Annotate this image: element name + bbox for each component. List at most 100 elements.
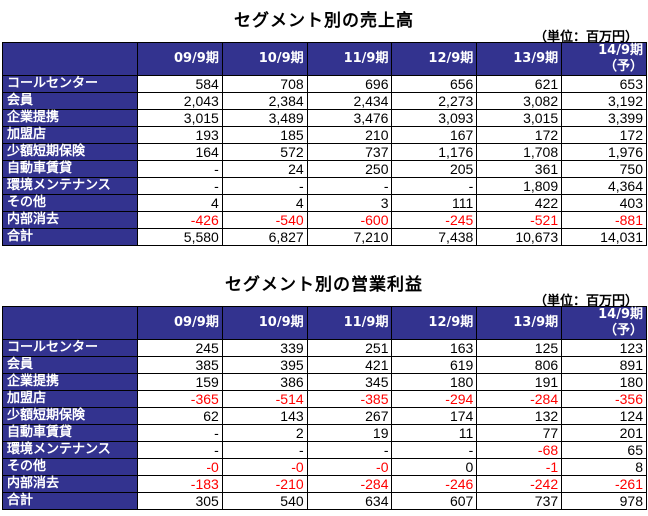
column-header: 13/9期: [476, 306, 563, 340]
row-label: その他: [2, 458, 138, 476]
row-label: 自動車賃貸: [2, 424, 138, 442]
value-cell: -426: [137, 211, 223, 229]
value-cell: 4,364: [561, 177, 647, 195]
value-cell: 6,827: [221, 228, 308, 246]
profit-title: セグメント別の営業利益: [225, 275, 423, 295]
table-row: 会員 2,043 2,384 2,434 2,273 3,082 3,192: [2, 92, 647, 110]
value-cell: 11: [391, 424, 478, 442]
value-cell: 339: [221, 339, 308, 357]
value-cell: 696: [306, 75, 393, 93]
value-cell: -261: [561, 475, 647, 493]
value-cell: -365: [137, 390, 223, 408]
value-cell: -: [137, 424, 223, 442]
sales-unit-note: （単位：百万円）: [533, 30, 638, 45]
value-cell: -0: [221, 458, 308, 476]
value-cell: 2,273: [391, 92, 478, 110]
table-row: 環境メンテナンス - - - -1,809 4,364: [2, 177, 647, 195]
column-header: 09/9期: [137, 42, 223, 76]
value-cell: 737: [306, 143, 393, 161]
value-cell: -: [306, 177, 393, 195]
value-cell: -0: [137, 458, 223, 476]
value-cell: 1,976: [561, 143, 647, 161]
value-cell: 2: [221, 424, 308, 442]
table-row: 内部消去 -426 -540 -600 -245 -521 -881: [2, 211, 647, 229]
row-label: 環境メンテナンス: [2, 177, 138, 195]
column-header: 10/9期: [221, 42, 308, 76]
row-label: 内部消去: [2, 475, 138, 493]
value-cell: 737: [476, 492, 563, 510]
table-row: 加盟店 -365 -514 -385 -294 -284 -356: [2, 390, 647, 408]
value-cell: 172: [476, 126, 563, 144]
value-cell: 180: [391, 373, 478, 391]
value-cell: 65: [561, 441, 647, 459]
value-cell: 245: [137, 339, 223, 357]
row-label: コールセンター: [2, 75, 138, 93]
column-header: 11/9期: [306, 306, 393, 340]
column-header: 10/9期: [221, 306, 308, 340]
value-cell: 619: [391, 356, 478, 374]
value-cell: -1: [476, 458, 563, 476]
value-cell: 123: [561, 339, 647, 357]
value-cell: 806: [476, 356, 563, 374]
row-label: 会員: [2, 356, 138, 374]
table-row: コールセンター 584 708 696 656 621 653: [2, 75, 647, 93]
value-cell: 750: [561, 160, 647, 178]
value-cell: 250: [306, 160, 393, 178]
table-row: 企業提携 159 386 345 180 191 180: [2, 373, 647, 391]
column-header: 09/9期: [137, 306, 223, 340]
profit-unit-note: （単位：百万円）: [533, 294, 638, 309]
table-row: 自動車賃貸 -2 19 11 77 201: [2, 424, 647, 442]
table-row: その他 -0 -0 -0 0 -1 8: [2, 458, 647, 476]
row-label: 合計: [2, 492, 138, 510]
value-cell: 132: [476, 407, 563, 425]
value-cell: -242: [476, 475, 563, 493]
value-cell: 653: [561, 75, 647, 93]
value-cell: -: [306, 441, 393, 459]
value-cell: 634: [306, 492, 393, 510]
column-header: 14/9期 （予）: [561, 42, 647, 76]
value-cell: 3: [306, 194, 393, 212]
value-cell: 385: [137, 356, 223, 374]
row-label: 企業提携: [2, 109, 138, 127]
value-cell: 1,708: [476, 143, 563, 161]
value-cell: 111: [391, 194, 478, 212]
row-label: 自動車賃貸: [2, 160, 138, 178]
value-cell: 180: [561, 373, 647, 391]
table-row: 合計 305 540 634 607 737 978: [2, 492, 647, 510]
sales-table: 09/9期 10/9期 11/9期 12/9期 13/9期 14/9期 （予） コールセンタ…: [2, 42, 647, 246]
column-header: 12/9期: [391, 42, 478, 76]
value-cell: 3,015: [137, 109, 223, 127]
value-cell: -: [137, 160, 223, 178]
table-row: 企業提携 3,015 3,489 3,476 3,093 3,015 3,399: [2, 109, 647, 127]
value-cell: 77: [476, 424, 563, 442]
value-cell: 607: [391, 492, 478, 510]
value-cell: -0: [306, 458, 393, 476]
value-cell: -: [391, 441, 478, 459]
value-cell: -284: [476, 390, 563, 408]
value-cell: 172: [561, 126, 647, 144]
value-cell: 5,580: [137, 228, 223, 246]
value-cell: 201: [561, 424, 647, 442]
value-cell: 621: [476, 75, 563, 93]
value-cell: -600: [306, 211, 393, 229]
value-cell: 395: [221, 356, 308, 374]
row-label: 加盟店: [2, 126, 138, 144]
sales-title: セグメント別の売上高: [234, 11, 414, 31]
value-cell: 24: [221, 160, 308, 178]
value-cell: 361: [476, 160, 563, 178]
row-label: 内部消去: [2, 211, 138, 229]
value-cell: -: [221, 177, 308, 195]
value-cell: 159: [137, 373, 223, 391]
value-cell: 1,809: [476, 177, 563, 195]
value-cell: -183: [137, 475, 223, 493]
value-cell: 174: [391, 407, 478, 425]
table-row: 加盟店 193 185 210 167 172 172: [2, 126, 647, 144]
value-cell: 205: [391, 160, 478, 178]
column-header: 13/9期: [476, 42, 563, 76]
corner-cell: [2, 42, 138, 76]
column-header: 11/9期: [306, 42, 393, 76]
value-cell: 345: [306, 373, 393, 391]
value-cell: 210: [306, 126, 393, 144]
value-cell: 163: [391, 339, 478, 357]
value-cell: 2,043: [137, 92, 223, 110]
